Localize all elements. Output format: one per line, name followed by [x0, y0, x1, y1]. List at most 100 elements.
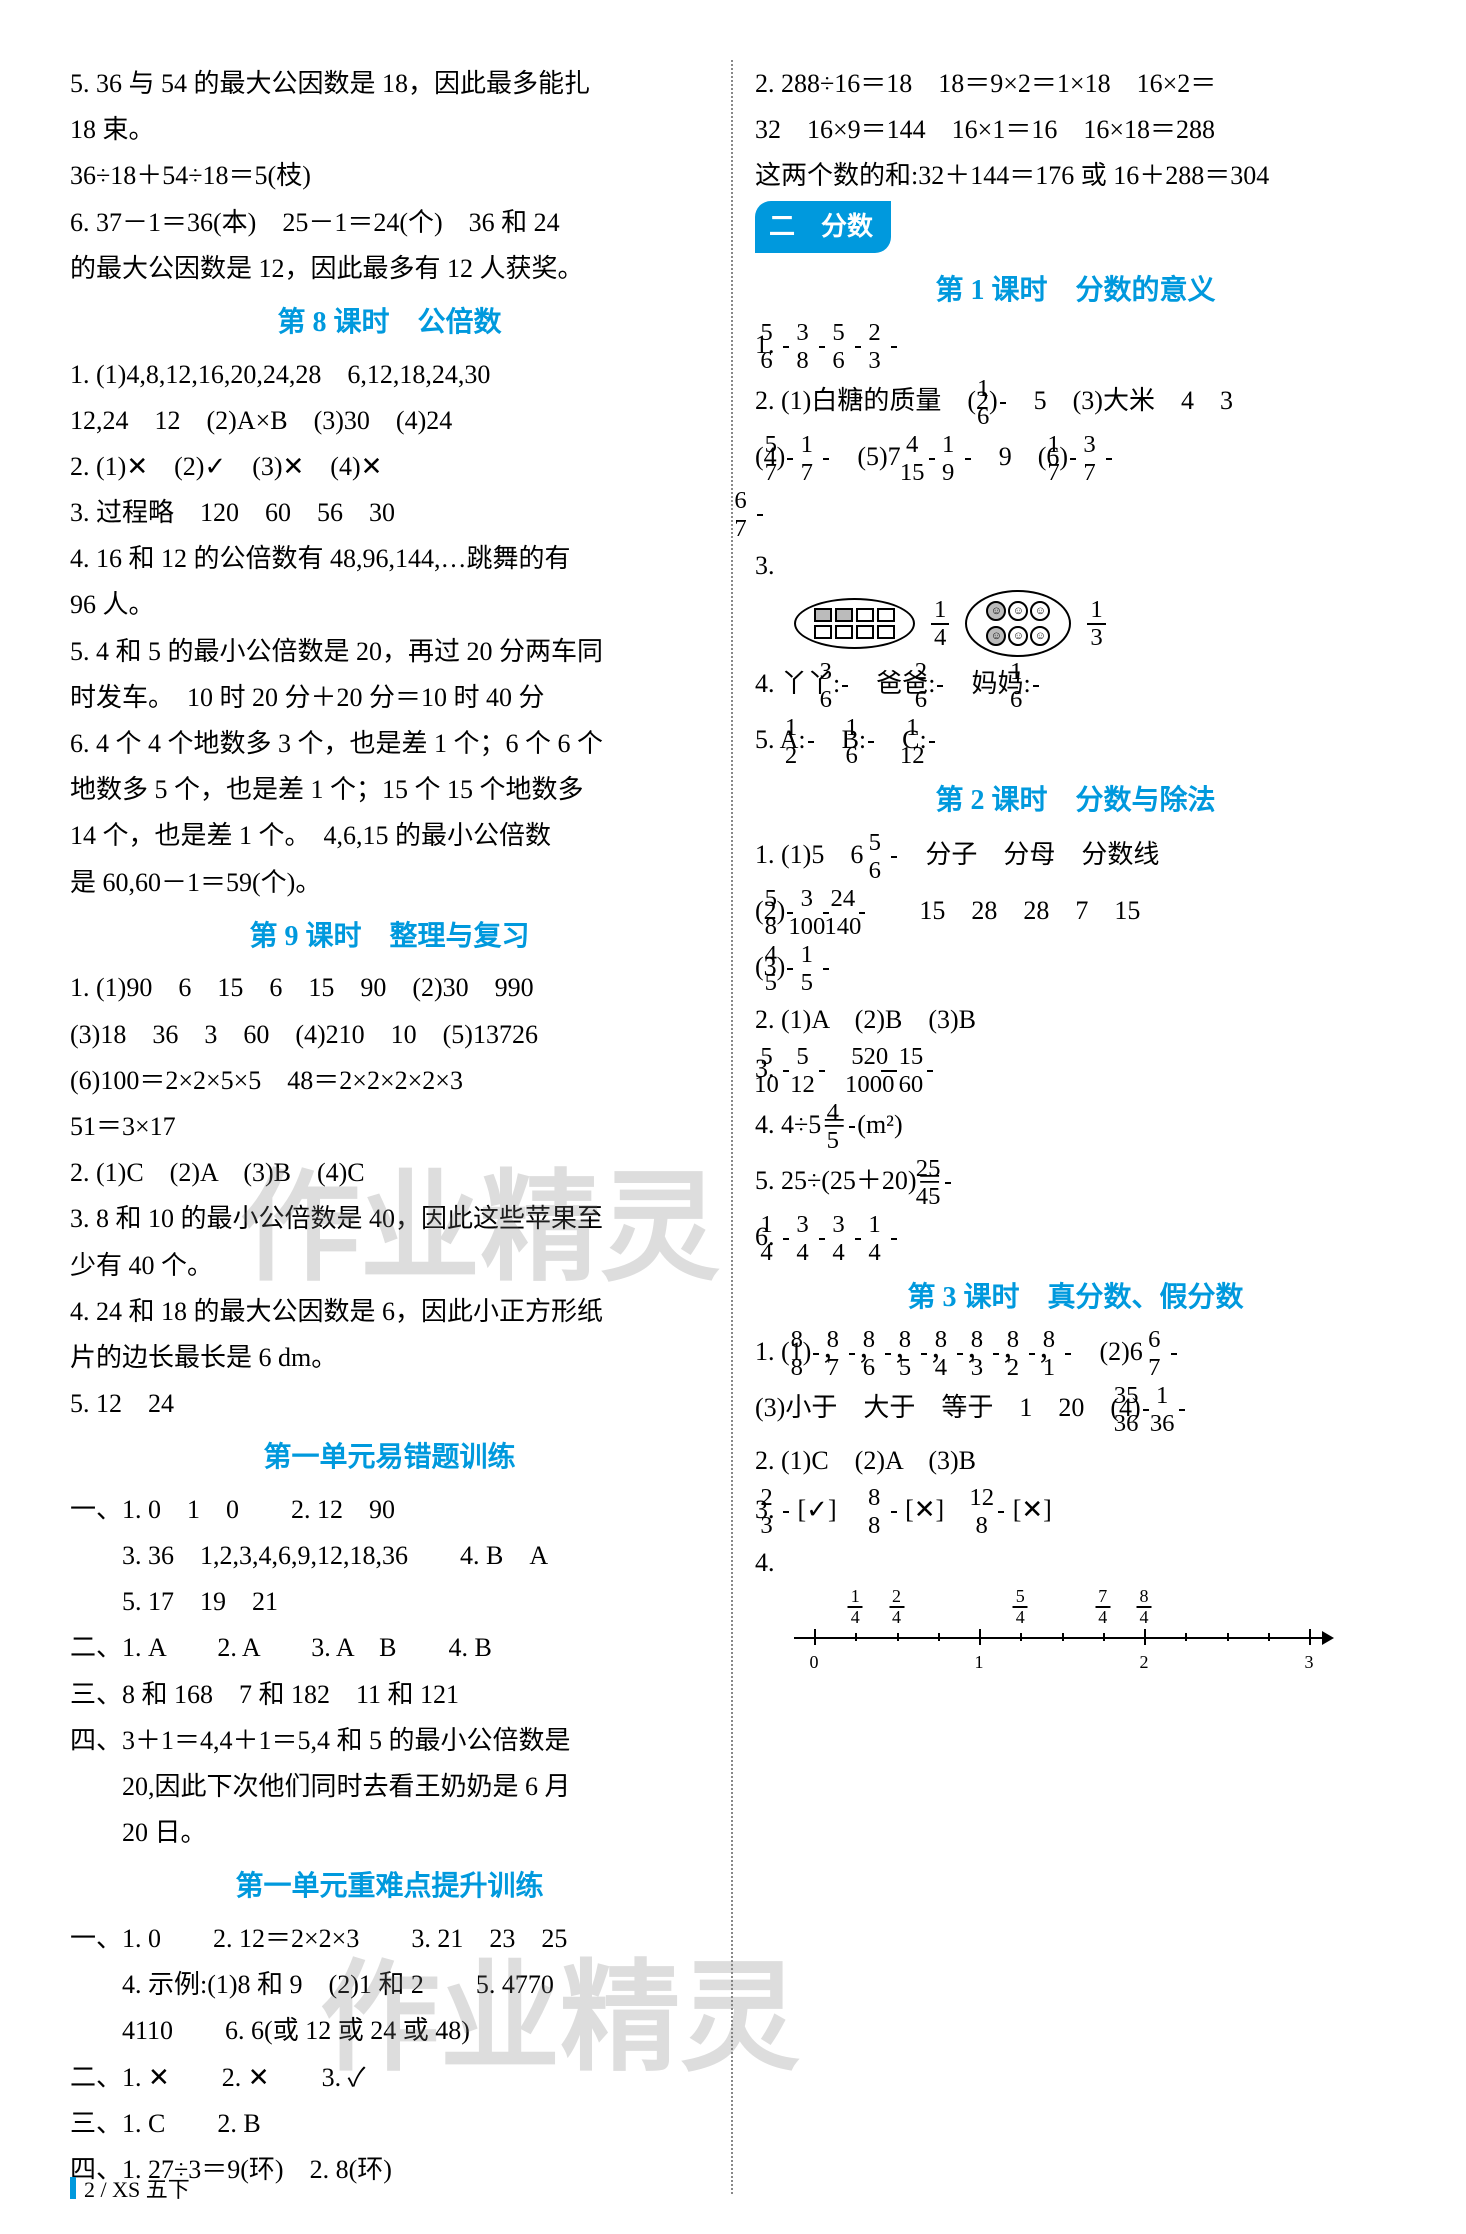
answer-line: 5. 4 和 5 的最小公倍数是 20，再过 20 分两车同 — [70, 630, 709, 674]
answer-line: 4. 4÷5＝45(m²) — [755, 1100, 1396, 1154]
text: 分子 分母 分数线 — [899, 840, 1159, 869]
fraction: 83 — [993, 1327, 999, 1381]
fraction: 23 — [783, 1485, 789, 1539]
section-title-8: 第 8 课时 公倍数 — [70, 299, 709, 347]
answer-line: (3)小于 大于 等于 1 20 (4)3536 136 — [755, 1383, 1396, 1437]
fraction: 81 — [1065, 1327, 1071, 1381]
text: 5. 25÷(25＋20)＝ — [755, 1166, 943, 1195]
answer-line: 1. (1)90 6 15 6 15 90 (2)30 990 — [70, 966, 709, 1010]
answer-line: 96 人。 — [70, 583, 709, 627]
answer-line: 20 日。 — [70, 1811, 709, 1855]
answer-line: 12,24 12 (2)A×B (3)30 (4)24 — [70, 399, 709, 443]
fraction: 512 — [819, 1044, 825, 1098]
answer-line: 6. 37－1＝36(本) 25－1＝24(个) 36 和 24 — [70, 201, 709, 245]
fraction: 415 — [929, 432, 935, 486]
fraction: 16 — [1033, 659, 1039, 713]
fraction: 84 — [1137, 1587, 1152, 1627]
answer-line: 三、8 和 168 7 和 182 11 和 121 — [70, 1673, 709, 1717]
fraction: 16 — [1000, 376, 1006, 430]
fraction: 56 — [855, 320, 861, 374]
number-line: 01231424547484 — [794, 1587, 1334, 1667]
oval-faces: ☺☺☺ ☺☺☺ — [965, 590, 1071, 657]
label: 4. — [755, 1548, 775, 1577]
answer-line: (3)18 36 3 60 (4)210 10 (5)13726 — [70, 1013, 709, 1057]
fraction: 1560 — [927, 1044, 933, 1098]
answer-line: 少有 40 个。 — [70, 1244, 709, 1288]
answer-line: (2)58 3100 24140 15 28 28 7 15 — [755, 886, 1396, 940]
fraction: 14 — [931, 597, 949, 651]
fraction: 14 — [891, 1212, 897, 1266]
fraction: 34 — [855, 1212, 861, 1266]
answer-line: 四、3＋1＝4,4＋1＝5,4 和 5 的最小公倍数是 — [70, 1719, 709, 1763]
answer-line: 14 个，也是差 1 个。 4,6,15 的最小公倍数 — [70, 814, 709, 858]
answer-line: 5. 36 与 54 的最大公因数是 18，因此最多能扎 — [70, 62, 709, 106]
section-title-hard: 第一单元重难点提升训练 — [70, 1863, 709, 1911]
fraction: 17 — [823, 432, 829, 486]
answer-diagram: 3. — [755, 544, 1396, 588]
answer-line: 4110 6. 6(或 12 或 24 或 48) — [70, 2009, 709, 2053]
left-column: 5. 36 与 54 的最大公因数是 18，因此最多能扎 18 束。 36÷18… — [70, 60, 733, 2194]
fraction: 14 — [848, 1587, 863, 1627]
section-title-9: 第 9 课时 整理与复习 — [70, 913, 709, 961]
answer-line: 4. 丫丫:36 爸爸:26 妈妈:16 — [755, 659, 1396, 713]
fraction: 112 — [929, 715, 935, 769]
fraction: 86 — [885, 1327, 891, 1381]
answer-line: 3. 510 512 5201000 1560 — [755, 1044, 1396, 1098]
text: 5 (3)大米 4 3 — [1008, 386, 1233, 415]
fraction: 26 — [937, 659, 943, 713]
answer-line: (3)45 15 — [755, 942, 1396, 996]
answer-line: 的最大公因数是 12，因此最多有 12 人获奖。 — [70, 247, 709, 291]
answer-line: 4. 24 和 18 的最大公因数是 6，因此小正方形纸 — [70, 1290, 709, 1334]
answer-line: (6)100＝2×2×5×5 48＝2×2×2×2×3 — [70, 1059, 709, 1103]
text: 15 28 28 7 15 — [867, 896, 1140, 925]
section-title-err: 第一单元易错题训练 — [70, 1434, 709, 1482]
footer-bar-icon — [70, 2177, 76, 2199]
fraction: 5201000 — [881, 1044, 897, 1098]
label: 3. — [755, 551, 775, 580]
fraction: 85 — [921, 1327, 927, 1381]
fraction: 56 — [783, 320, 789, 374]
fraction: 84 — [957, 1327, 963, 1381]
fraction: 14 — [783, 1212, 789, 1266]
fraction: 510 — [783, 1044, 789, 1098]
answer-line: 3. 36 1,2,3,4,6,9,12,18,36 4. B A — [70, 1534, 709, 1578]
answer-line: (4)57 17 (5)7 415 19 9 (6)17 37 — [755, 432, 1396, 486]
answer-line: 二、1. ✕ 2. ✕ 3. ✓ — [70, 2056, 709, 2100]
answer-line: 1. (1)88，87，86，85，84，83，82，81 (2)6 67 — [755, 1327, 1396, 1381]
section-title-r1: 第 1 课时 分数的意义 — [755, 267, 1396, 315]
text: (m²) — [857, 1110, 902, 1139]
section-title-r2: 第 2 课时 分数与除法 — [755, 777, 1396, 825]
answer-line: 2. (1)C (2)A (3)B (4)C — [70, 1151, 709, 1195]
fraction: 45 — [849, 1100, 855, 1154]
fraction: 88 — [813, 1327, 819, 1381]
fraction: 23 — [891, 320, 897, 374]
answer-line: 4. 示例:(1)8 和 9 (2)1 和 2 5. 4770 — [70, 1963, 709, 2007]
answer-line: 5. A:12 B:16 C:112 — [755, 715, 1396, 769]
fraction: 128 — [998, 1485, 1004, 1539]
fraction: 13 — [1087, 597, 1105, 651]
fraction: 19 — [965, 432, 971, 486]
fraction: 36 — [842, 659, 848, 713]
answer-line: 6. 14 34 34 14 — [755, 1212, 1396, 1266]
text: (3)小于 大于 等于 1 20 (4) — [755, 1393, 1141, 1422]
fraction: 16 — [868, 715, 874, 769]
oval-squares — [794, 598, 915, 649]
answer-line: 2. (1)A (2)B (3)B — [755, 998, 1396, 1042]
answer-line: 3. 8 和 10 的最小公倍数是 40，因此这些苹果至 — [70, 1197, 709, 1241]
answer-line: 这两个数的和:32＋144＝176 或 16＋288＝304 — [755, 154, 1396, 198]
answer-line: 2. (1)✕ (2)✓ (3)✕ (4)✕ — [70, 445, 709, 489]
answer-line: 5. 12 24 — [70, 1382, 709, 1426]
answer-line: 6. 4 个 4 个地数多 3 个，也是差 1 个；6 个 6 个 — [70, 722, 709, 766]
answer-line: 1. (1)4,8,12,16,20,24,28 6,12,18,24,30 — [70, 353, 709, 397]
fraction: 34 — [819, 1212, 825, 1266]
answer-line: 2. (1)白糖的质量 (2)16 5 (3)大米 4 3 — [755, 376, 1396, 430]
fraction: 67 — [1171, 1327, 1177, 1381]
fraction: 56 — [891, 830, 897, 884]
fraction: 38 — [819, 320, 825, 374]
fraction: 54 — [1013, 1587, 1028, 1627]
right-column: 2. 288÷16＝18 18＝9×2＝1×18 16×2＝ 32 16×9＝1… — [733, 60, 1396, 2194]
answer-line: 18 束。 — [70, 108, 709, 152]
section-title-r3: 第 3 课时 真分数、假分数 — [755, 1274, 1396, 1322]
page-footer: 2 / XS 五下 — [70, 2172, 190, 2204]
answer-line: 三、1. C 2. B — [70, 2102, 709, 2146]
